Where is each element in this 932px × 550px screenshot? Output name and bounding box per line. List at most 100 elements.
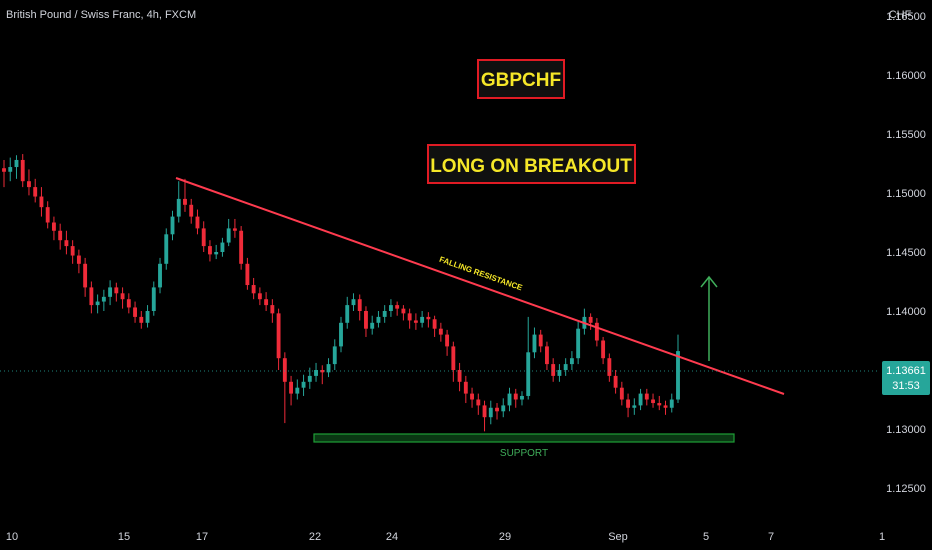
candle[interactable] xyxy=(139,311,144,329)
candle[interactable] xyxy=(214,244,219,260)
candle[interactable] xyxy=(145,305,150,328)
candle[interactable] xyxy=(164,228,169,270)
candle[interactable] xyxy=(663,400,668,415)
candle[interactable] xyxy=(669,393,674,413)
candle[interactable] xyxy=(626,393,631,418)
candle[interactable] xyxy=(27,169,31,196)
candle[interactable] xyxy=(601,336,606,365)
candle[interactable] xyxy=(651,393,655,408)
candle[interactable] xyxy=(545,341,549,370)
candle[interactable] xyxy=(632,398,637,415)
candle[interactable] xyxy=(357,294,362,321)
candle[interactable] xyxy=(232,218,237,238)
pair-label-box[interactable]: GBPCHF xyxy=(477,59,565,99)
candle[interactable] xyxy=(538,329,543,353)
candle[interactable] xyxy=(189,198,194,224)
candle[interactable] xyxy=(151,281,156,316)
candle[interactable] xyxy=(470,387,474,408)
candle[interactable] xyxy=(201,221,206,252)
candle[interactable] xyxy=(314,362,318,382)
candle[interactable] xyxy=(51,216,56,241)
candle[interactable] xyxy=(320,365,325,385)
candle[interactable] xyxy=(83,257,88,297)
candle[interactable] xyxy=(401,305,406,321)
candle[interactable] xyxy=(526,316,531,400)
price-axis[interactable]: CHF 1.165001.160001.155001.150001.145001… xyxy=(882,9,930,495)
candle[interactable] xyxy=(251,277,256,300)
candle[interactable] xyxy=(370,315,375,335)
falling-resistance-line[interactable] xyxy=(175,177,785,395)
candle[interactable] xyxy=(613,370,618,394)
candle[interactable] xyxy=(76,249,81,274)
candle[interactable] xyxy=(438,322,443,342)
candle[interactable] xyxy=(158,257,162,294)
candle[interactable] xyxy=(120,287,125,309)
candle[interactable] xyxy=(576,320,581,365)
candle[interactable] xyxy=(563,358,568,376)
candle[interactable] xyxy=(276,308,281,370)
candle[interactable] xyxy=(176,181,181,223)
candle[interactable] xyxy=(644,388,649,406)
candle[interactable] xyxy=(657,395,662,411)
candle[interactable] xyxy=(2,159,6,188)
candle[interactable] xyxy=(364,306,368,337)
candle[interactable] xyxy=(382,305,387,323)
candle[interactable] xyxy=(432,315,437,337)
candle[interactable] xyxy=(326,358,331,378)
candle[interactable] xyxy=(513,388,518,408)
candle[interactable] xyxy=(307,367,312,389)
candle[interactable] xyxy=(101,289,106,311)
candle[interactable] xyxy=(89,281,94,314)
candle[interactable] xyxy=(569,351,574,370)
candle[interactable] xyxy=(619,381,624,406)
candle[interactable] xyxy=(8,157,13,182)
candle[interactable] xyxy=(476,393,481,415)
candle[interactable] xyxy=(183,178,187,212)
candle[interactable] xyxy=(551,358,556,382)
candle[interactable] xyxy=(133,301,137,323)
candle[interactable] xyxy=(488,400,493,425)
candle[interactable] xyxy=(463,375,468,404)
candle[interactable] xyxy=(420,311,425,328)
candle[interactable] xyxy=(114,282,119,302)
candle[interactable] xyxy=(388,299,393,317)
candle[interactable] xyxy=(445,329,450,356)
candle[interactable] xyxy=(195,209,200,235)
candle[interactable] xyxy=(426,312,431,328)
candle[interactable] xyxy=(332,339,337,370)
candle[interactable] xyxy=(33,178,38,203)
candle[interactable] xyxy=(351,293,356,311)
candle[interactable] xyxy=(301,374,306,396)
candle[interactable] xyxy=(557,364,562,382)
candle[interactable] xyxy=(395,301,400,316)
candle[interactable] xyxy=(226,218,231,247)
candle[interactable] xyxy=(14,155,19,179)
candle[interactable] xyxy=(270,299,275,323)
candle[interactable] xyxy=(451,341,456,382)
candle[interactable] xyxy=(501,398,506,418)
time-axis[interactable]: 10 15 17 22 24 29 Sep 5 7 1 xyxy=(6,531,885,543)
candle[interactable] xyxy=(339,316,343,353)
signal-label-box[interactable]: LONG ON BREAKOUT xyxy=(427,144,636,184)
candle[interactable] xyxy=(376,311,381,328)
candle[interactable] xyxy=(245,257,250,290)
candle[interactable] xyxy=(208,240,212,262)
support-zone[interactable] xyxy=(313,433,735,443)
candle[interactable] xyxy=(607,353,612,382)
candle[interactable] xyxy=(95,294,100,314)
candle[interactable] xyxy=(126,293,131,314)
candle[interactable] xyxy=(638,388,643,411)
candle[interactable] xyxy=(482,400,487,432)
candle[interactable] xyxy=(108,280,113,306)
candle[interactable] xyxy=(282,352,287,424)
candle[interactable] xyxy=(20,154,25,188)
candle[interactable] xyxy=(170,210,175,241)
candle[interactable] xyxy=(220,237,225,257)
candle[interactable] xyxy=(594,318,599,347)
candle[interactable] xyxy=(588,313,593,330)
candle[interactable] xyxy=(289,375,294,406)
candle[interactable] xyxy=(457,362,462,392)
candle[interactable] xyxy=(257,287,262,306)
